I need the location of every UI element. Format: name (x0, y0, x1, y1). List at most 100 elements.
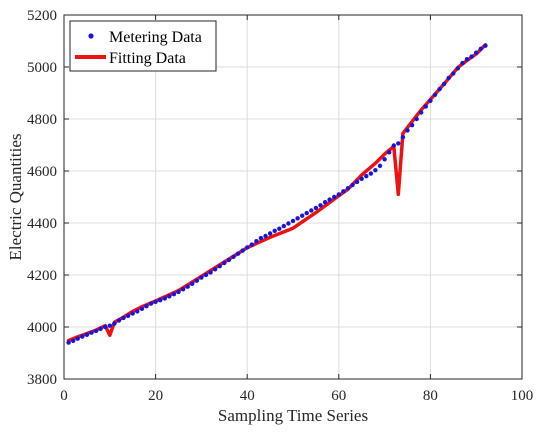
metering-data-point (194, 278, 199, 283)
metering-data-point (318, 203, 323, 208)
metering-data-point (400, 135, 406, 140)
legend-label-metering: Metering Data (109, 29, 202, 46)
metering-data-point (80, 334, 85, 339)
legend-marker-metering (88, 33, 94, 39)
metering-data-point (455, 66, 461, 71)
metering-data-point (460, 60, 465, 66)
x-tick-label: 80 (423, 388, 438, 404)
y-axis-title: Electric Quantities (6, 134, 25, 261)
y-tick-label: 5000 (27, 60, 57, 76)
metering-data-point (263, 233, 268, 239)
plot-frame (63, 14, 523, 380)
metering-data-point (281, 223, 286, 229)
metering-data-point (267, 231, 273, 236)
metering-data-point (226, 257, 232, 263)
metering-data-point (478, 46, 483, 51)
metering-data-point (203, 272, 209, 278)
metering-data-point (185, 284, 190, 289)
metering-data-point (112, 321, 117, 326)
metering-data-point (474, 50, 479, 55)
metering-data-point (469, 54, 474, 59)
metering-data-point (235, 251, 241, 256)
metering-data-point (277, 226, 282, 231)
legend: Metering Data Fitting Data (69, 20, 217, 72)
metering-data-point (208, 270, 213, 275)
metering-data-point (176, 289, 181, 295)
metering-series (66, 43, 488, 345)
metering-data-point (158, 298, 163, 303)
metering-data-point (272, 228, 277, 233)
y-tick-label: 4400 (27, 216, 57, 232)
metering-data-point (364, 174, 369, 179)
metering-data-point (354, 179, 360, 185)
metering-data-point (245, 245, 250, 250)
metering-data-point (93, 328, 99, 334)
metering-data-point (240, 248, 245, 253)
metering-data-point (332, 194, 337, 200)
fitting-series (66, 43, 488, 343)
metering-data-point (217, 264, 222, 269)
metering-data-point (391, 143, 396, 148)
metering-data-point (405, 128, 410, 133)
metering-data-point (125, 313, 131, 318)
metering-data-point (295, 216, 300, 221)
metering-data-point (121, 315, 126, 321)
metering-data-point (377, 163, 383, 168)
metering-data-point (464, 57, 470, 62)
metering-data-point (446, 75, 451, 81)
y-tick-label: 4600 (27, 164, 57, 180)
metering-data-point (322, 200, 328, 205)
metering-data-point (341, 189, 346, 194)
x-tick-label: 20 (148, 388, 163, 404)
fitting-data-line (66, 43, 488, 343)
metering-data-point (414, 116, 419, 122)
metering-data-point (84, 332, 90, 337)
metering-data-point (345, 186, 351, 191)
metering-data-point (350, 182, 355, 188)
metering-data-point (290, 218, 296, 224)
y-tick-label: 4800 (27, 112, 57, 128)
x-axis-title: Sampling Time Series (218, 406, 368, 425)
metering-data-point (190, 281, 195, 286)
metering-data-point (66, 340, 71, 345)
metering-data-point (483, 43, 488, 48)
metering-data-point (180, 287, 186, 292)
metering-data-point (89, 330, 94, 335)
metering-data-point (441, 81, 447, 87)
metering-data-point (437, 86, 442, 92)
metering-data-point (116, 318, 122, 323)
tick-labels: 0 20 40 60 80 100 3800 4000 4200 4400 4600 4800 5000… (27, 8, 533, 404)
metering-data-point (75, 336, 80, 341)
metering-data-point (171, 292, 177, 297)
y-tick-label: 4000 (27, 320, 57, 336)
metering-data-point (139, 306, 145, 311)
metering-data-point (428, 98, 433, 104)
metering-data-point (286, 221, 291, 226)
x-tick-label: 40 (240, 388, 255, 404)
metering-data-point (103, 324, 108, 330)
metering-data-point (382, 157, 387, 162)
y-tick-label: 4200 (27, 268, 57, 284)
metering-data-point (212, 267, 218, 272)
metering-data-point (336, 192, 341, 197)
metering-data-point (135, 309, 140, 314)
metering-data-point (373, 168, 378, 173)
legend-box (69, 20, 217, 72)
x-tick-label: 60 (331, 388, 346, 404)
metering-data-point (419, 110, 424, 115)
metering-data-point (327, 197, 332, 202)
metering-data-point (98, 326, 103, 331)
y-tick-label: 3800 (27, 372, 57, 388)
metering-data-point (309, 208, 314, 213)
axis-ticks (63, 14, 523, 380)
metering-data-point (300, 213, 305, 218)
metering-data-point (409, 123, 415, 128)
metering-data-point (396, 141, 401, 146)
metering-data-point (451, 71, 456, 76)
metering-data-point (71, 338, 76, 343)
metering-data-point (130, 311, 135, 316)
metering-data-point (313, 205, 319, 211)
y-tick-label: 5200 (27, 8, 57, 24)
metering-data-point (423, 104, 428, 109)
